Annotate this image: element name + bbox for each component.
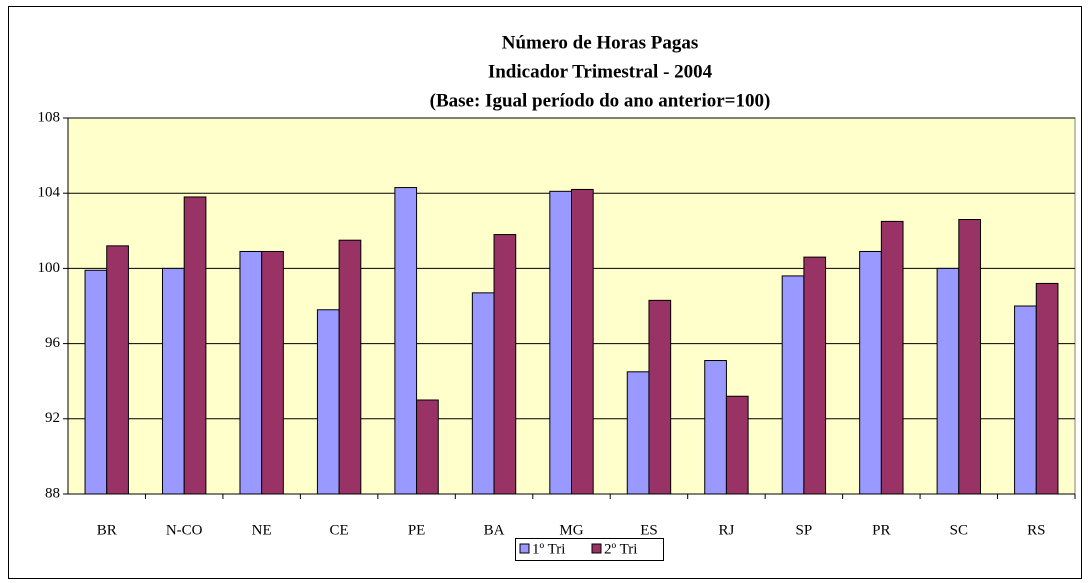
bar — [261, 250, 284, 495]
bar — [859, 250, 882, 495]
y-tick-label: 104 — [38, 185, 61, 201]
bar — [725, 395, 749, 495]
y-tick-label: 96 — [45, 335, 61, 351]
x-tick-label: MG — [559, 522, 583, 538]
bar — [394, 187, 418, 495]
bar — [239, 250, 263, 495]
x-tick-label: ES — [640, 522, 658, 538]
bar — [316, 309, 340, 495]
bar — [338, 239, 362, 495]
bar — [84, 269, 108, 495]
legend-label: 2º Tri — [604, 541, 637, 557]
bar — [936, 267, 960, 495]
x-tick-label: PR — [872, 522, 890, 538]
bar — [880, 220, 904, 495]
chart-title: Número de Horas Pagas — [502, 32, 699, 53]
x-tick-label: BR — [97, 522, 117, 538]
bar — [571, 188, 594, 495]
x-tick-label: N-CO — [166, 522, 203, 538]
bar — [162, 267, 185, 495]
x-tick-label: RS — [1027, 522, 1045, 538]
bar — [183, 196, 207, 495]
legend-box — [515, 538, 664, 561]
legend-swatch — [591, 543, 602, 554]
bar — [1014, 305, 1037, 495]
x-tick-label: SC — [950, 522, 968, 538]
x-tick-label: PE — [408, 522, 426, 538]
legend-swatch — [519, 543, 530, 554]
x-tick-label: NE — [252, 522, 272, 538]
bar — [493, 234, 517, 495]
bar — [106, 245, 129, 495]
x-tick-label: SP — [796, 522, 813, 538]
bar — [416, 399, 439, 495]
y-tick-label: 88 — [45, 485, 60, 501]
bar — [549, 190, 573, 495]
x-tick-label: RJ — [719, 522, 735, 538]
y-tick-label: 100 — [38, 260, 61, 276]
legend-label: 1º Tri — [532, 541, 565, 557]
bar — [1035, 282, 1059, 495]
bar — [958, 219, 981, 495]
bar — [626, 371, 650, 495]
bar — [803, 256, 827, 495]
x-tick-label: BA — [484, 522, 505, 538]
chart-title: (Base: Igual período do ano anterior=100… — [430, 90, 771, 111]
y-tick-label: 92 — [45, 410, 60, 426]
bar — [781, 275, 805, 495]
x-tick-label: CE — [330, 522, 349, 538]
bar — [648, 299, 672, 495]
y-tick-label: 108 — [38, 109, 61, 125]
chart-title: Indicador Trimestral - 2004 — [488, 61, 713, 82]
bar — [471, 292, 495, 495]
bar — [704, 360, 727, 495]
